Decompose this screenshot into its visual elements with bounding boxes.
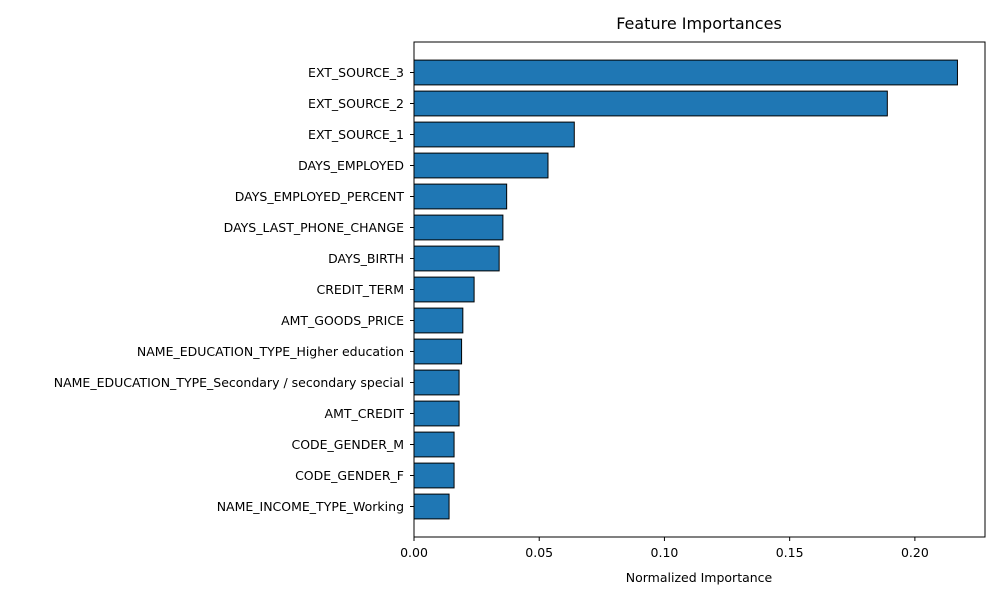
bar-10 (413, 369, 460, 396)
bar-0 (413, 59, 958, 86)
y-tick-label: CODE_GENDER_F (295, 468, 404, 483)
y-tick-label: AMT_CREDIT (325, 406, 405, 421)
bar-14 (413, 493, 450, 520)
y-tick-label: CODE_GENDER_M (291, 437, 404, 452)
bar-2 (413, 121, 575, 148)
x-tick-label: 0.15 (776, 545, 804, 560)
y-tick-label: AMT_GOODS_PRICE (281, 313, 404, 328)
x-tick-label: 0.20 (901, 545, 929, 560)
y-tick-label: DAYS_LAST_PHONE_CHANGE (224, 220, 404, 235)
y-tick-label: NAME_EDUCATION_TYPE_Secondary / secondar… (54, 375, 404, 390)
y-tick-label: EXT_SOURCE_2 (308, 96, 404, 111)
y-tick-label: EXT_SOURCE_3 (308, 65, 404, 80)
y-tick-label: NAME_INCOME_TYPE_Working (217, 499, 404, 514)
bar-8 (413, 307, 464, 334)
chart-title: Feature Importances (616, 14, 782, 33)
x-tick-label: 0.10 (651, 545, 679, 560)
x-axis-label: Normalized Importance (626, 570, 773, 585)
y-tick-label: DAYS_EMPLOYED_PERCENT (235, 189, 405, 204)
x-tick-label: 0.00 (400, 545, 428, 560)
x-tick-label: 0.05 (525, 545, 553, 560)
y-axis-ticks: EXT_SOURCE_3 EXT_SOURCE_2 EXT_SOURCE_1 DAYS… (54, 65, 414, 514)
bar-13 (413, 462, 455, 489)
bar-7 (413, 276, 475, 303)
bar-9 (413, 338, 463, 365)
bar-3 (413, 152, 549, 179)
bar-5 (413, 214, 504, 241)
bar-12 (413, 431, 455, 458)
plot-frame (413, 41, 986, 538)
bar-6 (413, 245, 500, 272)
bars-group (413, 59, 958, 520)
y-tick-label: NAME_EDUCATION_TYPE_Higher education (137, 344, 404, 359)
y-tick-label: DAYS_EMPLOYED (298, 158, 404, 173)
y-tick-label: CREDIT_TERM (316, 282, 404, 297)
y-tick-label: DAYS_BIRTH (328, 251, 404, 266)
bar-11 (413, 400, 460, 427)
y-tick-label: EXT_SOURCE_1 (308, 127, 404, 142)
x-axis-ticks: 0.00 0.05 0.10 0.15 0.20 (400, 537, 929, 560)
bar-1 (413, 90, 888, 117)
bar-4 (413, 183, 508, 210)
